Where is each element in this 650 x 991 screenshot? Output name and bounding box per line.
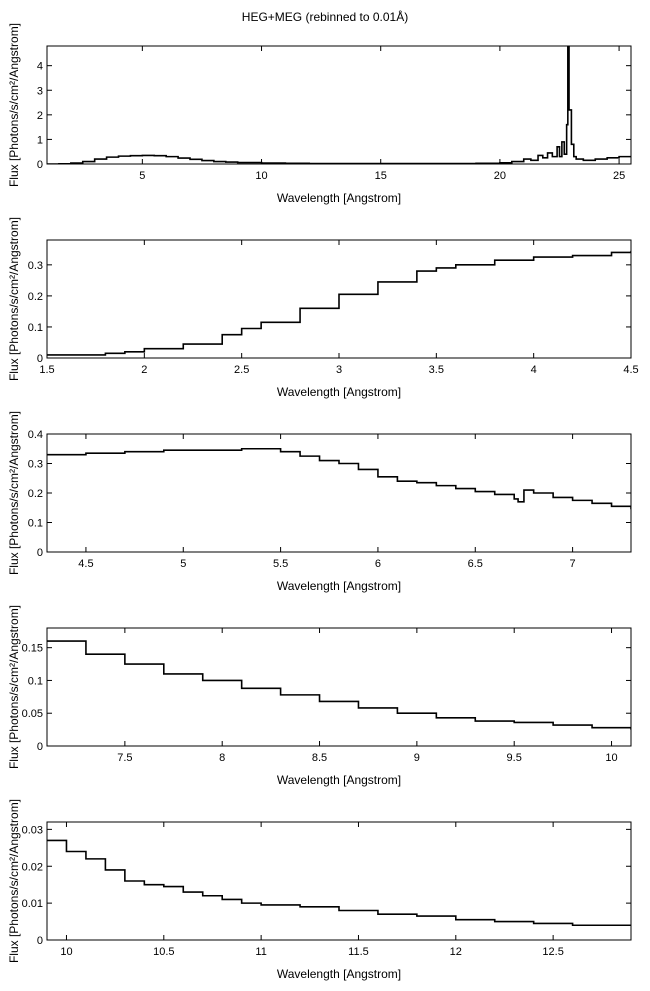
- x-axis-label: Wavelength [Angstrom]: [277, 773, 401, 787]
- chart-panel-4: 7.5 8 8.5 9 9.5 10 0 0.05 0.1 0.15 Wavelength [Ang…: [7, 605, 632, 787]
- y-tick-label: 0.05: [22, 708, 43, 720]
- y-tick-label: 0.2: [28, 291, 43, 303]
- x-tick-label: 8: [219, 752, 225, 764]
- x-tick-label: 7.5: [117, 752, 132, 764]
- x-tick-label: 2.5: [234, 364, 249, 376]
- figure-title: HEG+MEG (rebinned to 0.01Å): [241, 10, 409, 24]
- x-tick-label: 20: [494, 170, 506, 182]
- y-axis-label: Flux [Photons/s/cm²/Angstrom]: [7, 23, 21, 187]
- y-tick-label: 0.3: [28, 459, 43, 471]
- x-tick-label: 9: [414, 752, 420, 764]
- x-tick-label: 12: [450, 946, 462, 958]
- series-line: [47, 250, 631, 356]
- x-tick-label: 4.5: [623, 364, 638, 376]
- y-tick-label: 0: [37, 159, 43, 171]
- x-tick-label: 25: [613, 170, 625, 182]
- series-line: [47, 46, 631, 164]
- y-tick-label: 0: [37, 547, 43, 559]
- y-tick-label: 0: [37, 741, 43, 753]
- x-tick-label: 11: [255, 946, 266, 958]
- y-tick-label: 0.15: [22, 643, 43, 655]
- y-tick-label: 0.1: [28, 518, 43, 530]
- x-axis-label: Wavelength [Angstrom]: [277, 385, 401, 399]
- chart-panel-1: 5 10 15 20 25 0 1 2 3 4 Wavelength [Angstrom] Flux …: [7, 23, 632, 205]
- y-tick-label: 0.3: [28, 260, 43, 272]
- x-tick-label: 7: [570, 558, 576, 570]
- y-axis-label: Flux [Photons/s/cm²/Angstrom]: [7, 411, 21, 575]
- x-axis-label: Wavelength [Angstrom]: [277, 191, 401, 205]
- x-tick-label: 5.5: [273, 558, 288, 570]
- y-axis-label: Flux [Photons/s/cm²/Angstrom]: [7, 217, 21, 381]
- x-tick-label: 10: [255, 170, 267, 182]
- x-tick-label: 10.5: [153, 946, 174, 958]
- plot-frame: [46, 627, 632, 747]
- x-tick-label: 15: [375, 170, 387, 182]
- x-tick-label: 11.5: [348, 946, 369, 958]
- x-tick-label: 8.5: [312, 752, 327, 764]
- x-axis-label: Wavelength [Angstrom]: [277, 579, 401, 593]
- plot-frame: [46, 45, 632, 165]
- y-tick-label: 0.03: [22, 824, 43, 836]
- series-line: [47, 839, 631, 927]
- x-axis-label: Wavelength [Angstrom]: [277, 967, 401, 981]
- x-tick-label: 3: [336, 364, 342, 376]
- x-tick-label: 2: [141, 364, 147, 376]
- chart-panel-2: 1.5 2 2.5 3 3.5 4 4.5 0 0.1 0.2 0.3 Wavelength [Ang…: [7, 217, 639, 399]
- y-tick-label: 0.1: [28, 675, 43, 687]
- y-tick-label: 4: [37, 61, 43, 73]
- y-axis-label: Flux [Photons/s/cm²/Angstrom]: [7, 605, 21, 769]
- y-tick-label: 0.01: [22, 898, 43, 910]
- x-tick-label: 5: [180, 558, 186, 570]
- x-tick-label: 10: [605, 752, 617, 764]
- y-tick-label: 0.02: [22, 861, 43, 873]
- x-tick-label: 6: [375, 558, 381, 570]
- y-tick-label: 0.4: [28, 429, 43, 441]
- x-tick-label: 12.5: [542, 946, 563, 958]
- series-line: [47, 640, 631, 730]
- x-tick-label: 1.5: [39, 364, 54, 376]
- y-tick-label: 1: [37, 134, 43, 146]
- y-tick-label: 3: [37, 85, 43, 97]
- y-tick-label: 2: [37, 110, 43, 122]
- x-tick-label: 4: [531, 364, 537, 376]
- series-line: [47, 447, 631, 510]
- y-axis-label: Flux [Photons/s/cm²/Angstrom]: [7, 799, 21, 963]
- plot-frame: [46, 821, 632, 941]
- chart-panel-5: 10 10.5 11 11.5 12 12.5 0 0.01 0.02 0.03 Wavelengt…: [7, 799, 632, 981]
- x-tick-label: 5: [139, 170, 145, 182]
- y-tick-label: 0.1: [28, 322, 43, 334]
- y-tick-label: 0: [37, 935, 43, 947]
- x-tick-label: 3.5: [429, 364, 444, 376]
- x-tick-label: 4.5: [78, 558, 93, 570]
- y-tick-label: 0.2: [28, 488, 43, 500]
- chart-panel-3: 4.5 5 5.5 6 6.5 7 0 0.1 0.2 0.3 0.4 Wavelength [Ang…: [7, 411, 632, 593]
- x-tick-label: 10: [60, 946, 72, 958]
- x-tick-label: 6.5: [468, 558, 483, 570]
- x-tick-label: 9.5: [507, 752, 522, 764]
- y-tick-label: 0: [37, 353, 43, 365]
